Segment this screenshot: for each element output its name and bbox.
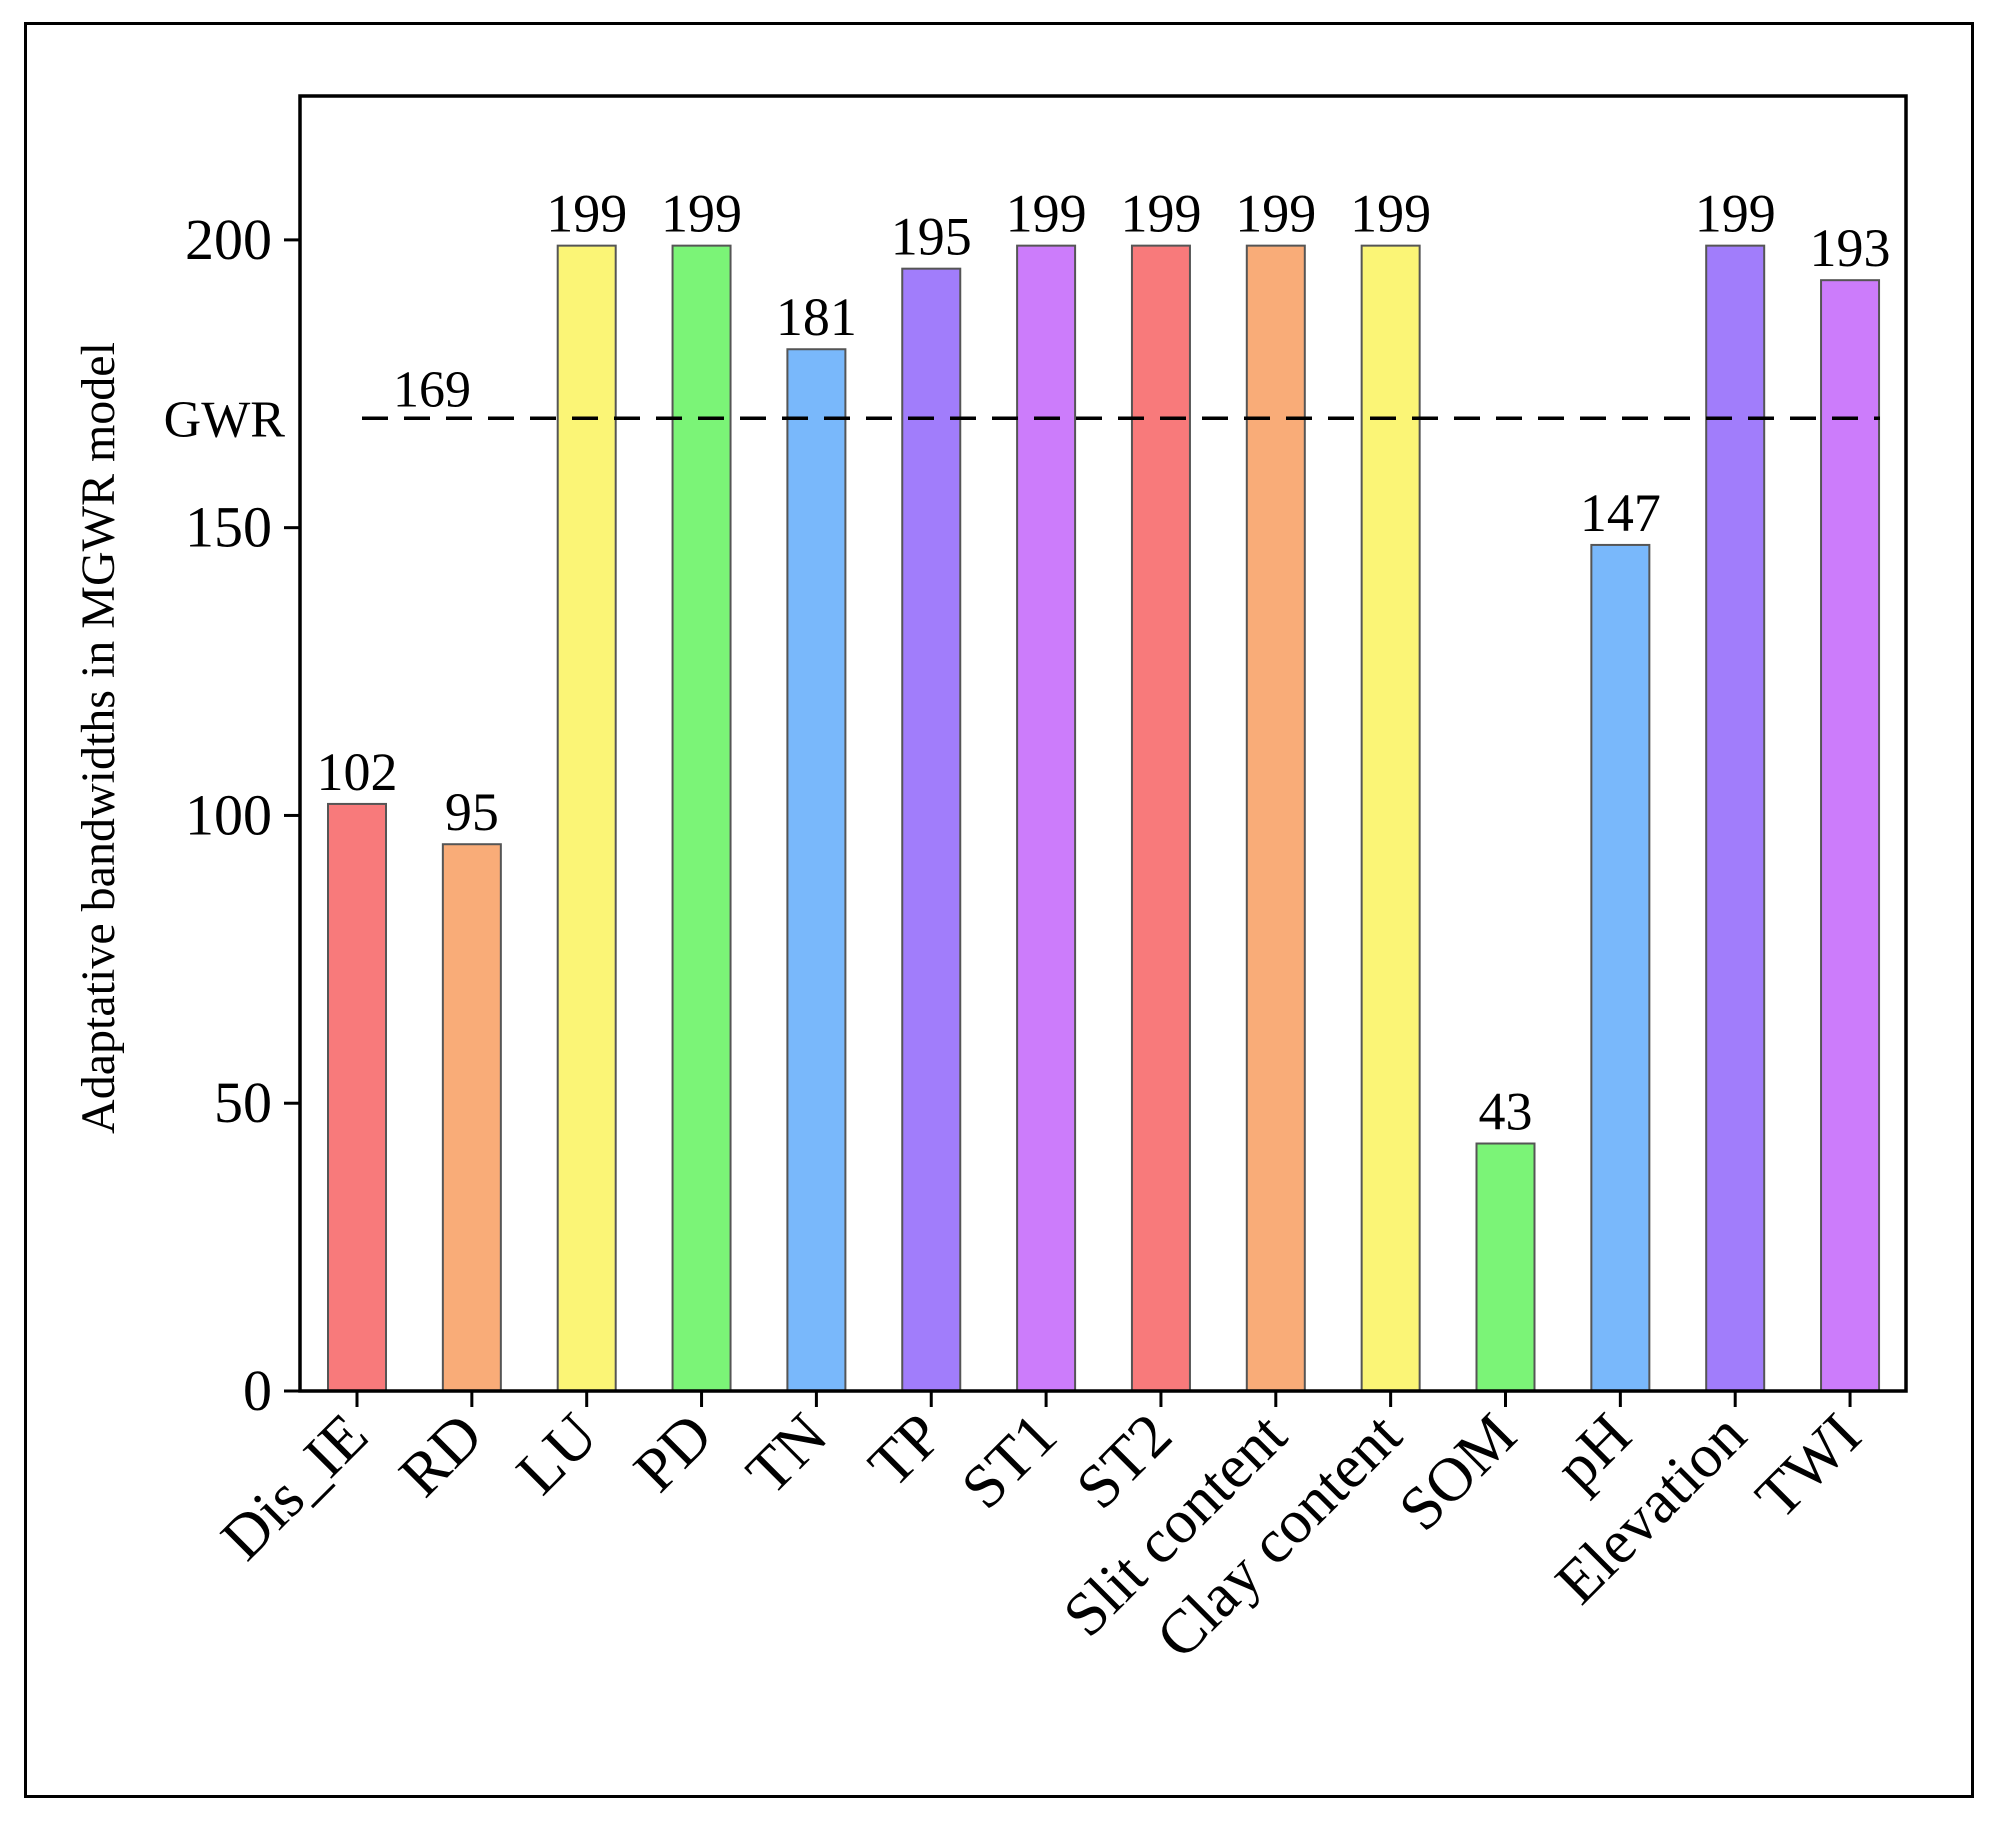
bar	[327, 802, 387, 1392]
x-tick-label: TP	[856, 1401, 955, 1500]
bar	[1016, 244, 1077, 1393]
gwr-reference-value: 169	[393, 361, 471, 418]
data-label: 181	[776, 287, 857, 347]
data-label: 199	[1235, 184, 1316, 244]
x-tick-label: Dis_IE	[209, 1401, 381, 1573]
y-axis-title: Adaptative bandwidths in MGWR model	[72, 342, 125, 1134]
data-label: 95	[445, 782, 499, 842]
y-tick-label: 0	[243, 1358, 272, 1423]
data-label: 43	[1479, 1082, 1533, 1142]
axes-layer	[284, 94, 1908, 1407]
bar	[1245, 244, 1306, 1393]
bar	[1705, 244, 1766, 1393]
y-tick-label: 150	[185, 495, 272, 560]
y-tick-label: 50	[214, 1070, 272, 1135]
x-tick-label: TWI	[1743, 1401, 1874, 1532]
bar	[786, 348, 847, 1393]
bars-layer	[327, 244, 1881, 1393]
bar	[1820, 279, 1881, 1393]
data-label: 147	[1580, 483, 1661, 543]
data-label: 102	[317, 742, 398, 802]
data-label: 199	[1695, 184, 1776, 244]
bar	[1360, 244, 1421, 1393]
x-tick-label: RD	[387, 1401, 496, 1510]
data-label: 195	[891, 207, 972, 267]
bar	[901, 267, 962, 1393]
bar	[1475, 1142, 1536, 1392]
x-tick-label: ST1	[949, 1401, 1070, 1522]
x-tick-label: PD	[621, 1401, 725, 1505]
y-tick-label: 100	[185, 782, 272, 847]
bar	[441, 843, 502, 1392]
data-label: 193	[1810, 218, 1891, 278]
bar	[556, 244, 617, 1393]
x-tick-label: TN	[734, 1401, 841, 1508]
data-label: 199	[546, 184, 627, 244]
data-label: 199	[1350, 184, 1431, 244]
x-tick-label: LU	[504, 1401, 611, 1508]
data-label: 199	[1120, 184, 1201, 244]
x-tick-label: SOM	[1386, 1401, 1529, 1544]
data-label: 199	[1006, 184, 1087, 244]
plot-frame	[298, 94, 1908, 1393]
y-tick-label: 200	[185, 207, 272, 272]
gwr-reference-label: GWR	[164, 391, 286, 448]
bar	[1590, 543, 1651, 1392]
data-label: 199	[661, 184, 742, 244]
